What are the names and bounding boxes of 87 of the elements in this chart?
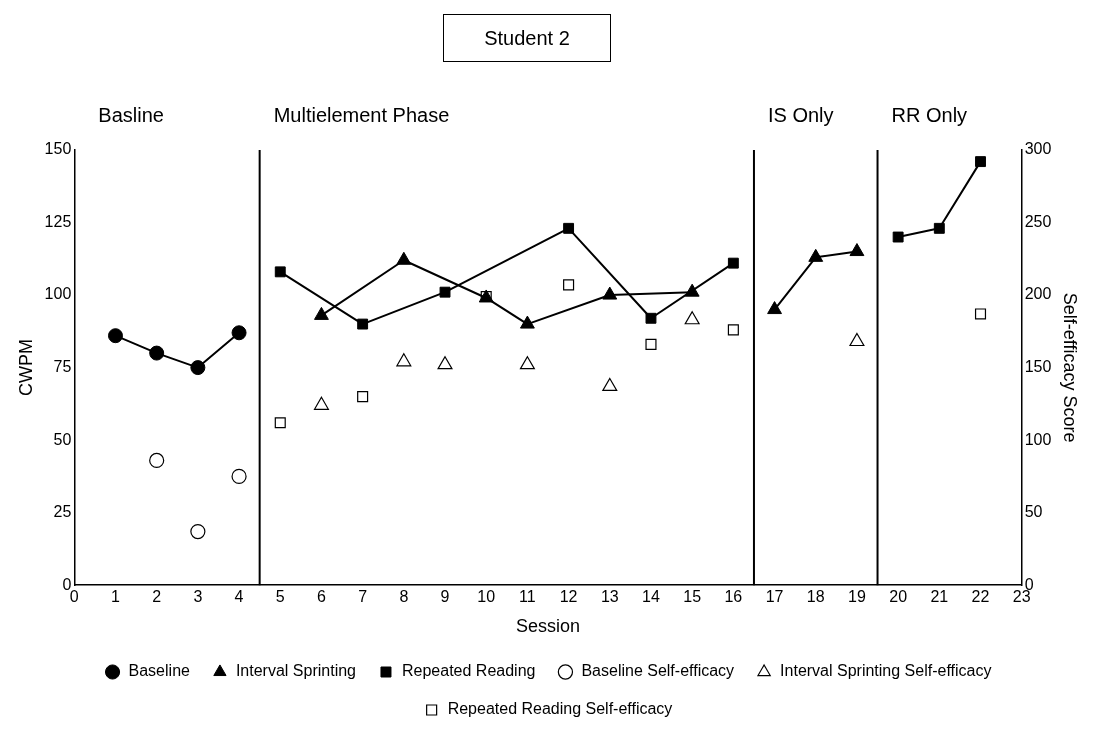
chart-title: Student 2 [443,14,611,62]
point [190,523,206,540]
point [439,286,451,298]
point [645,312,657,324]
legend-label: Baseline [128,662,191,680]
point [602,286,618,300]
x-tick-label: 22 [971,588,990,606]
y2-tick-label: 100 [1024,430,1052,448]
x-tick-label: 9 [440,588,450,606]
x-tick-label: 5 [275,588,285,606]
x-tick-label: 2 [152,588,162,606]
point [313,396,329,410]
legend-label: Interval Sprinting Self-efficacy [780,662,992,680]
y-axis-title: CWPM [15,339,36,397]
point [933,222,945,234]
x-tick-label: 13 [600,588,619,606]
y2-tick-label: 150 [1024,358,1052,376]
y2-tick-label: 200 [1024,285,1052,303]
legend-label: Baseline Self-efficacy [581,662,735,680]
legend-label: Repeated Reading [401,662,536,680]
point [849,332,865,347]
y-tick-label: 125 [44,212,72,230]
x-tick-label: 4 [234,588,244,606]
point [892,231,904,243]
x-tick-label: 11 [519,588,536,606]
point [437,356,453,370]
y2-tick-label: 250 [1024,212,1052,230]
point [149,345,165,361]
x-tick-label: 8 [399,588,409,606]
point [107,328,123,344]
point [231,468,247,484]
point [519,315,535,329]
x-axis-title: Session [515,616,581,637]
y-tick-label: 25 [53,503,72,521]
point [274,417,286,429]
ref-line-label: RR Only [891,104,968,126]
x-tick-label: 20 [889,588,908,606]
y-tick-label: 100 [44,285,72,303]
point [563,279,575,291]
point [149,452,165,469]
y-tick-label: 0 [62,575,72,593]
x-tick-label: 17 [765,588,784,606]
x-tick-label: 21 [930,588,949,606]
y-tick-label: 75 [53,358,72,376]
point [849,243,865,257]
x-tick-label: 7 [358,588,368,606]
point [563,222,575,234]
point [727,324,739,336]
point [274,266,286,278]
point [727,257,739,269]
point [684,311,700,325]
x-tick-label: 15 [683,588,702,606]
point [357,318,369,330]
x-tick-label: 10 [477,588,496,606]
point [519,356,535,370]
x-tick-label: 19 [848,588,866,606]
x-tick-label: 16 [724,588,743,606]
point [396,251,412,265]
point [645,338,657,350]
point [767,301,782,315]
legend-label: Repeated Reading Self-efficacy [447,700,673,718]
point [396,353,412,367]
ref-line-label: IS Only [767,104,834,126]
point [314,306,329,320]
x-tick-label: 6 [316,588,326,606]
x-tick-label: 3 [193,588,203,606]
text: Basline [98,104,164,126]
x-tick-label: 18 [806,588,825,606]
x-tick-label: 23 [1012,588,1031,606]
y2-axis-title: Self-efficacy Score [1060,292,1081,443]
ref-line-label: Multielement Phase [273,104,450,126]
point [357,391,369,403]
x-tick-label: 12 [559,588,578,606]
point [684,283,700,297]
point [808,248,824,262]
point [231,325,247,341]
y-tick-label: 150 [44,140,72,158]
y2-tick-label: 300 [1024,140,1052,158]
point [602,377,618,392]
point [974,308,987,320]
point [975,156,986,168]
point [190,360,206,376]
x-tick-label: 1 [111,588,121,606]
y-tick-label: 50 [53,430,72,448]
legend-label: Interval Sprinting [235,662,356,680]
x-tick-label: 14 [642,588,660,606]
y2-tick-label: 50 [1024,503,1043,521]
